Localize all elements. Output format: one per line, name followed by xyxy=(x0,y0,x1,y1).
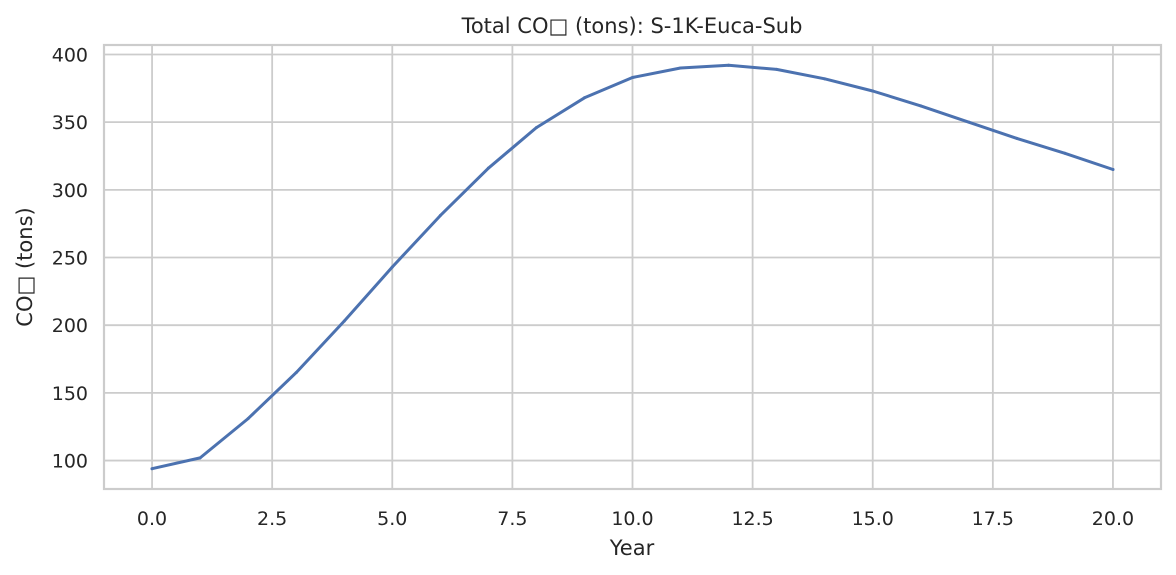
data-point xyxy=(390,265,394,269)
x-tick-label: 17.5 xyxy=(972,508,1014,530)
data-point xyxy=(198,456,202,460)
x-tick-label: 2.5 xyxy=(257,508,287,530)
y-tick-labels: 100 150 200 250 300 350 400 xyxy=(52,44,88,472)
data-point xyxy=(967,120,971,124)
y-axis-label: CO□ (tons) xyxy=(13,207,37,326)
x-tick-label: 0.0 xyxy=(137,508,167,530)
data-point xyxy=(1015,136,1019,140)
data-point xyxy=(150,467,154,471)
data-point xyxy=(534,126,538,130)
data-point xyxy=(438,214,442,218)
y-tick-label: 150 xyxy=(52,383,88,405)
x-tick-label: 10.0 xyxy=(611,508,653,530)
data-point xyxy=(775,67,779,71)
x-tick-label: 12.5 xyxy=(731,508,773,530)
x-tick-labels: 0.0 2.5 5.0 7.5 10.0 12.5 15.0 17.5 20.0 xyxy=(137,508,1134,530)
grid-layer xyxy=(104,45,1161,489)
data-point xyxy=(342,319,346,323)
data-point xyxy=(294,371,298,375)
data-point xyxy=(1063,151,1067,155)
plot-frame xyxy=(102,43,1163,491)
data-point xyxy=(582,96,586,100)
x-axis-label: Year xyxy=(609,536,655,560)
data-point xyxy=(871,89,875,93)
y-tick-label: 300 xyxy=(52,180,88,202)
y-tick-label: 250 xyxy=(52,248,88,270)
data-point xyxy=(486,166,490,170)
y-tick-label: 100 xyxy=(52,451,88,473)
y-tick-label: 400 xyxy=(52,44,88,66)
data-point xyxy=(679,66,683,70)
x-tick-label: 15.0 xyxy=(852,508,894,530)
y-tick-label: 200 xyxy=(52,315,88,337)
series-layer xyxy=(150,63,1115,471)
x-tick-label: 7.5 xyxy=(497,508,527,530)
data-point xyxy=(1111,168,1115,172)
data-point xyxy=(631,75,634,79)
x-tick-label: 5.0 xyxy=(377,508,407,530)
x-tick-label: 20.0 xyxy=(1092,508,1134,530)
y-tick-label: 350 xyxy=(52,112,88,134)
data-point xyxy=(246,417,250,421)
data-point xyxy=(919,104,923,108)
chart-title: Total CO□ (tons): S-1K-Euca-Sub xyxy=(461,14,803,38)
data-point xyxy=(727,63,731,67)
data-point xyxy=(823,77,827,81)
